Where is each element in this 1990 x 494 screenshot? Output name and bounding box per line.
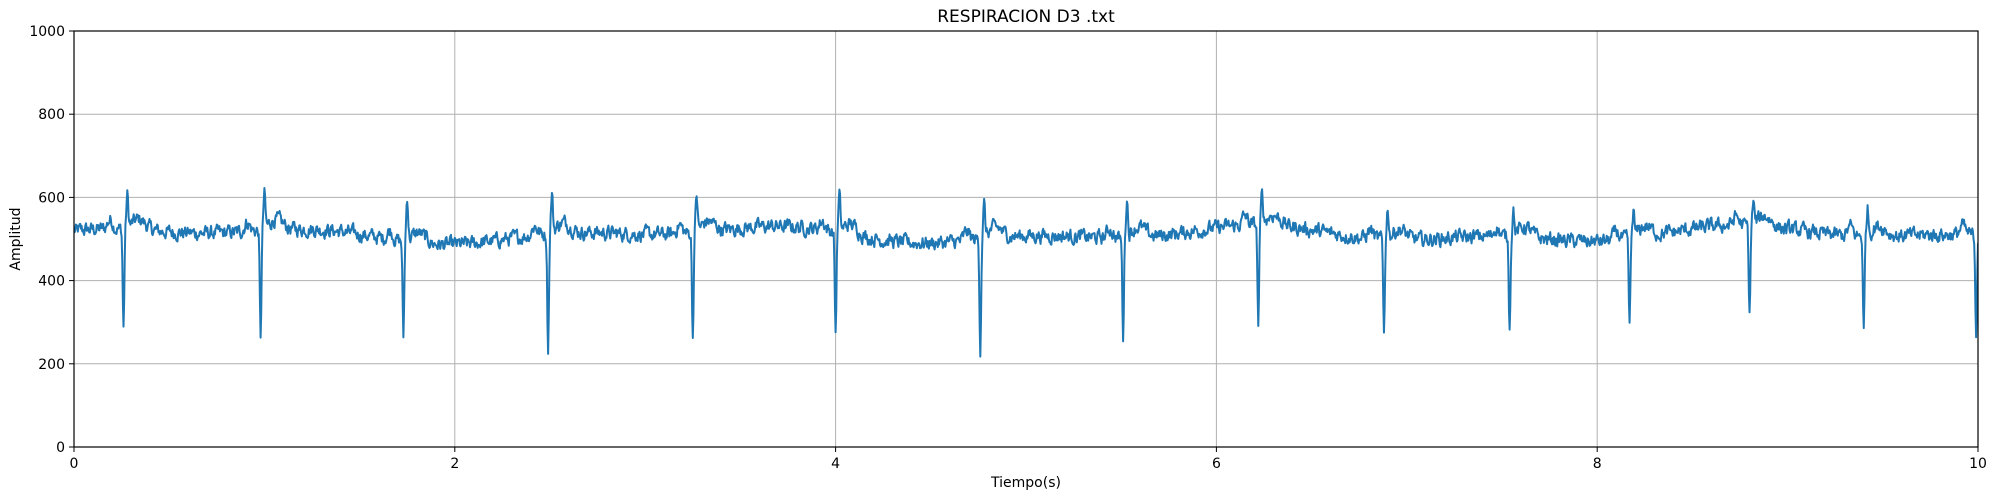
x-axis-label: Tiempo(s) [990, 475, 1061, 491]
x-tick-label: 10 [1969, 456, 1987, 472]
y-tick-label: 200 [38, 357, 65, 373]
series-layer [74, 187, 1978, 358]
x-tick-label: 6 [1212, 456, 1221, 472]
x-tick-label: 4 [831, 456, 840, 472]
y-axis-label: Amplitud [8, 207, 24, 270]
x-tick-label: 0 [70, 456, 79, 472]
ticks: 0 2 4 6 8 10 0 200 400 600 800 1000 [29, 24, 1987, 472]
y-tick-label: 600 [38, 190, 65, 206]
series-line [74, 187, 1978, 358]
y-tick-label: 0 [56, 440, 65, 456]
y-tick-label: 800 [38, 107, 65, 123]
x-tick-label: 8 [1593, 456, 1602, 472]
axes-frame [73, 30, 1979, 448]
y-tick-label: 400 [38, 274, 65, 290]
y-tick-label: 1000 [29, 24, 65, 40]
x-tick-label: 2 [450, 456, 459, 472]
chart-title: RESPIRACION D3 .txt [937, 7, 1115, 27]
